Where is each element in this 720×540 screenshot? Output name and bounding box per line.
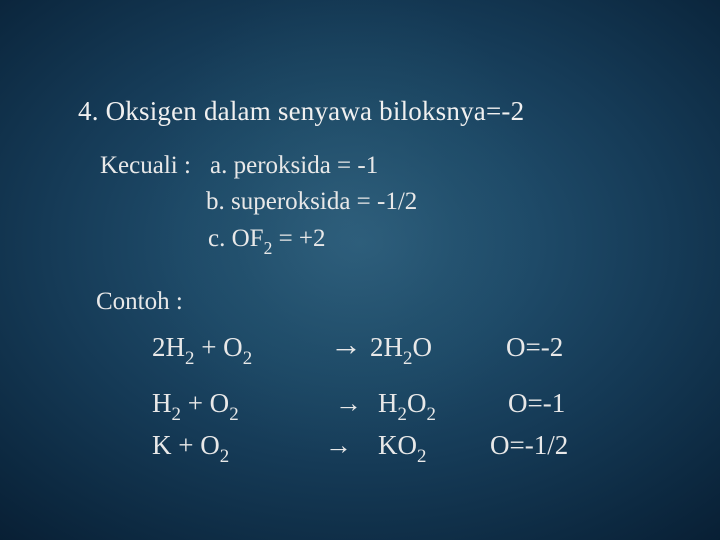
slide-content: 4. Oksigen dalam senyawa biloksnya=-2 Ke… <box>0 0 720 540</box>
eq2-rhs-b: O <box>407 388 427 418</box>
eq2-rhs-a: H <box>378 388 398 418</box>
slide-title: 4. Oksigen dalam senyawa biloksnya=-2 <box>78 96 524 127</box>
eq1-lhs-b-sub: 2 <box>243 348 252 369</box>
eq1-rhs-b: O <box>412 332 432 362</box>
eq2-lhs-a: H <box>152 388 172 418</box>
exception-a: a. peroksida = -1 <box>210 152 378 180</box>
equation-2-result: O=-1 <box>508 388 565 419</box>
eq1-lhs-a-sub: 2 <box>185 348 194 369</box>
eq1-rhs-a-sub: 2 <box>403 348 412 369</box>
equation-3-result: O=-1/2 <box>490 430 568 461</box>
equation-1-lhs: 2H2 + O2 <box>152 332 252 368</box>
equation-1-arrow: → <box>330 326 362 363</box>
exception-label: Kecuali : <box>100 152 191 180</box>
exc-c-sub: 2 <box>264 238 273 258</box>
eq2-rhs-b-sub: 2 <box>426 404 435 425</box>
eq3-rhs-a: KO <box>378 430 417 460</box>
eq1-lhs-mid: + O <box>194 332 242 362</box>
equation-2-rhs: H2O2 <box>378 388 436 424</box>
exc-c-prefix: c. OF <box>208 225 264 252</box>
equation-3-lhs: K + O2 <box>152 430 229 466</box>
exception-b: b. superoksida = -1/2 <box>206 188 417 216</box>
equation-1-rhs: 2H2O <box>370 332 432 368</box>
equation-3-rhs: KO2 <box>378 430 426 466</box>
contoh-label: Contoh : <box>96 288 183 316</box>
eq2-lhs-a-sub: 2 <box>172 404 181 425</box>
eq3-rhs-a-sub: 2 <box>417 446 426 467</box>
equation-2-arrow: → <box>335 388 362 419</box>
exception-c: c. OF2 = +2 <box>208 225 326 257</box>
exc-c-suffix: = +2 <box>272 225 325 252</box>
equation-3-arrow: → <box>325 430 352 461</box>
eq3-lhs-b-sub: 2 <box>220 446 229 467</box>
eq3-lhs-mid: + O <box>172 430 220 460</box>
eq1-rhs-a: 2H <box>370 332 403 362</box>
eq2-lhs-b-sub: 2 <box>229 404 238 425</box>
eq1-lhs-a: 2H <box>152 332 185 362</box>
eq2-rhs-a-sub: 2 <box>398 404 407 425</box>
eq3-lhs-a: K <box>152 430 172 460</box>
equation-1-result: O=-2 <box>506 332 563 363</box>
equation-2-lhs: H2 + O2 <box>152 388 239 424</box>
eq2-lhs-mid: + O <box>181 388 229 418</box>
